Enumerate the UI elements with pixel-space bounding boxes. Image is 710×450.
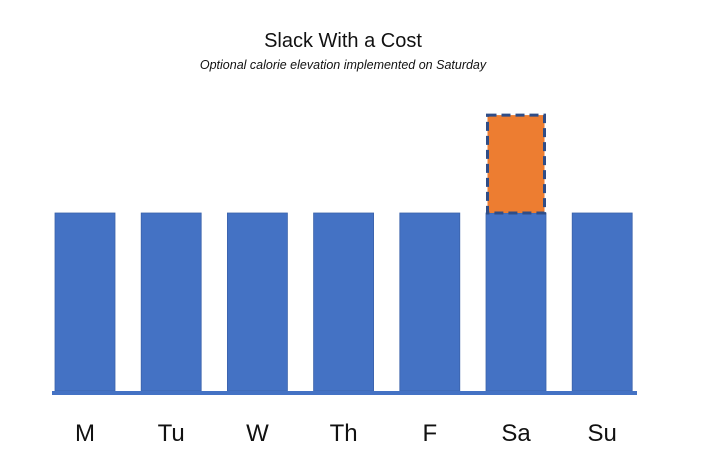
- tick-label-w: W: [246, 420, 269, 447]
- bar-tu: [140, 212, 202, 392]
- bar-su: [571, 212, 633, 392]
- tick-label-f: F: [422, 420, 437, 447]
- tick-label-th: Th: [330, 420, 358, 447]
- bar-elevation-sa: [486, 113, 546, 215]
- tick-label-sa: Sa: [501, 420, 531, 447]
- tick-label-m: M: [75, 420, 95, 447]
- bar-sa: [485, 212, 547, 392]
- elevation-series: [486, 113, 546, 215]
- chart-title: Slack With a Cost: [264, 30, 422, 52]
- bar-m: [54, 212, 116, 392]
- x-tick-labels: M Tu W Th F Sa Su: [75, 420, 617, 447]
- bar-th: [313, 212, 375, 392]
- tick-label-tu: Tu: [158, 420, 185, 447]
- chart-subtitle: Optional calorie elevation implemented o…: [199, 58, 487, 72]
- base-series: [54, 212, 633, 392]
- bar-w: [226, 212, 288, 392]
- bar-f: [399, 212, 461, 392]
- tick-label-su: Su: [588, 420, 617, 447]
